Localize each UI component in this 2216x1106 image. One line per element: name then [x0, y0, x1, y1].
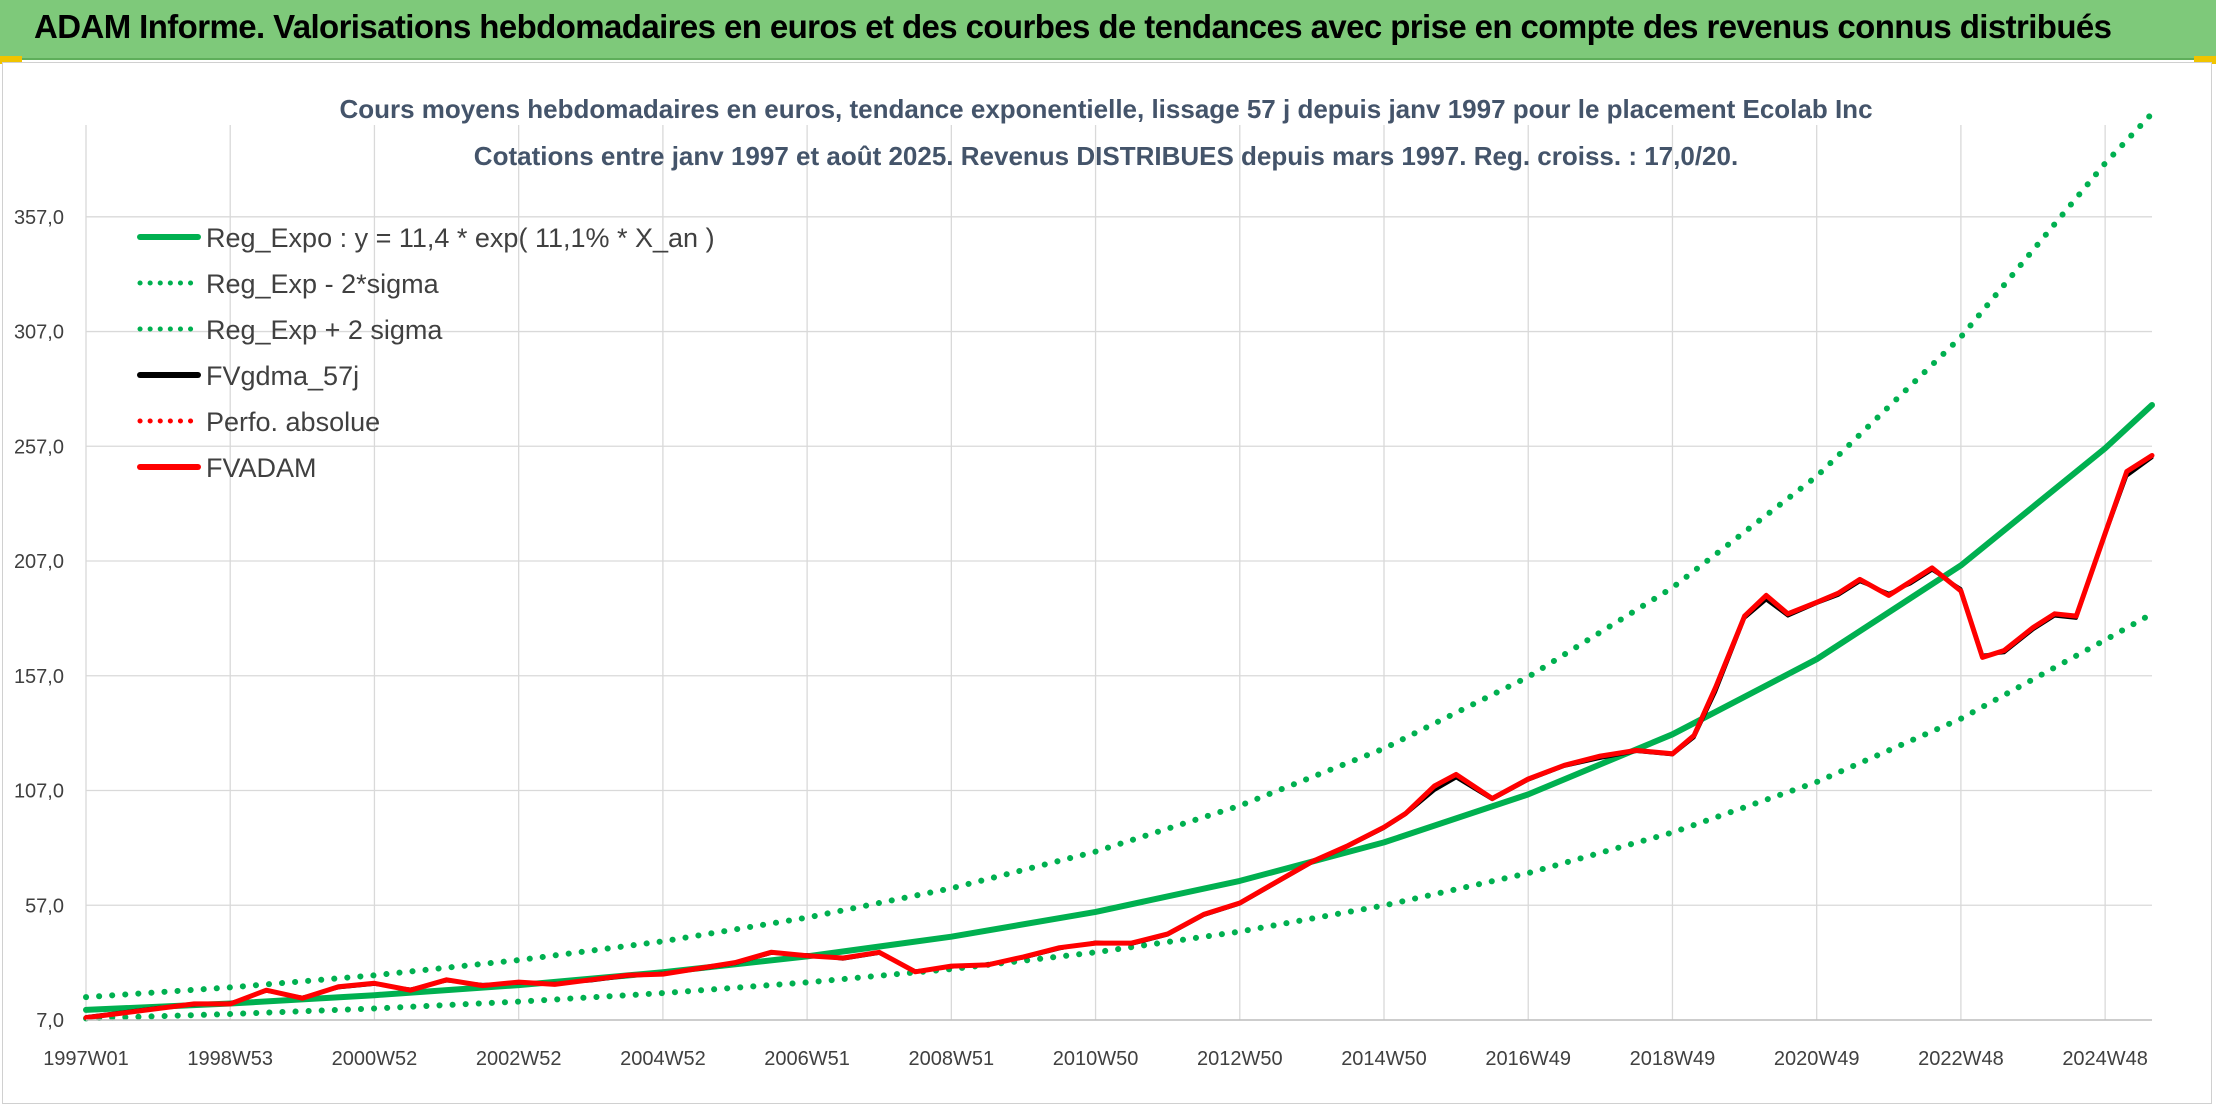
x-tick-label: 2018W49 — [1630, 1048, 1716, 1070]
series-layer — [83, 110, 2155, 1022]
y-tick-label: 357,0 — [14, 207, 64, 229]
x-tick-label: 2014W50 — [1341, 1048, 1427, 1070]
legend: Reg_Expo : y = 11,4 * exp( 11,1% * X_an … — [137, 223, 715, 483]
legend-label: Reg_Expo : y = 11,4 * exp( 11,1% * X_an … — [206, 223, 715, 253]
y-tick-label: 57,0 — [25, 895, 64, 917]
legend-label: Reg_Exp + 2 sigma — [206, 315, 443, 345]
chart-title: Cours moyens hebdomadaires en euros, ten… — [339, 94, 1872, 124]
series-line-3 — [84, 456, 2154, 1019]
x-tick-label: 2016W49 — [1485, 1048, 1571, 1070]
legend-label: Reg_Exp - 2*sigma — [206, 269, 440, 299]
corner-accent-right — [2194, 56, 2216, 64]
corner-accent-left — [0, 56, 22, 64]
y-tick-label: 157,0 — [14, 666, 64, 688]
y-tick-label: 107,0 — [14, 781, 64, 803]
x-tick-label: 1998W53 — [187, 1048, 273, 1070]
axis-layer: 7,0 57,0 107,0 157,0 207,0 257,0 307,0 357,0 199… — [14, 207, 2152, 1070]
x-tick-label: 2022W48 — [1918, 1048, 2004, 1070]
legend-label: FVADAM — [206, 453, 317, 483]
x-tick-label: 2002W52 — [476, 1048, 562, 1070]
series-line-4 — [83, 453, 2155, 1021]
report-header-bar: ADAM Informe. Valorisations hebdomadaire… — [0, 0, 2216, 60]
y-tick-label: 307,0 — [14, 322, 64, 344]
y-tick-label: 207,0 — [14, 551, 64, 573]
chart-subtitle: Cotations entre janv 1997 et août 2025. … — [474, 141, 1738, 171]
report-title: ADAM Informe. Valorisations hebdomadaire… — [34, 8, 2112, 45]
x-tick-label: 2024W48 — [2062, 1048, 2148, 1070]
series-line-2 — [83, 110, 2155, 1001]
x-tick-label: 2008W51 — [909, 1048, 995, 1070]
x-tick-label: 2000W52 — [332, 1048, 418, 1070]
series-line-0 — [83, 402, 2155, 1013]
chart-area — [2, 62, 2212, 1104]
x-tick-label: 2010W50 — [1053, 1048, 1139, 1070]
x-tick-label: 2004W52 — [620, 1048, 706, 1070]
series-line-1 — [83, 610, 2155, 1022]
x-tick-label: 1997W01 — [43, 1048, 129, 1070]
x-tick-label: 2012W50 — [1197, 1048, 1283, 1070]
y-tick-label: 7,0 — [36, 1010, 64, 1032]
y-tick-label: 257,0 — [14, 436, 64, 458]
legend-label: Perfo. absolue — [206, 407, 380, 437]
x-tick-label: 2006W51 — [764, 1048, 850, 1070]
legend-label: FVgdma_57j — [206, 361, 359, 391]
x-tick-label: 2020W49 — [1774, 1048, 1860, 1070]
grid-layer — [85, 125, 2152, 1021]
